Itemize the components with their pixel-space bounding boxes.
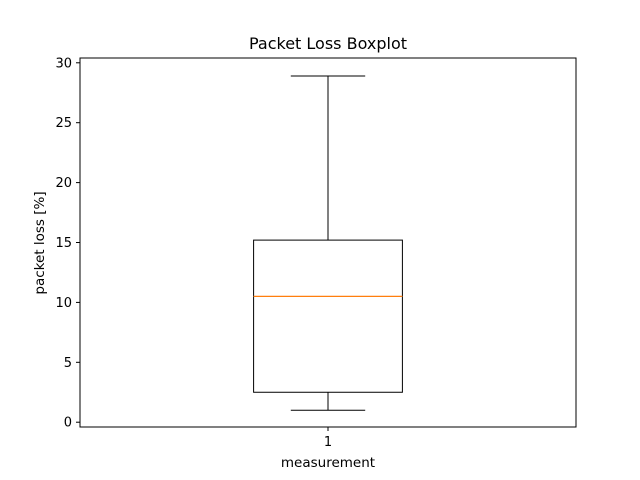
y-tick-label: 15 [55, 236, 72, 251]
y-tick-label: 0 [64, 416, 72, 431]
y-tick-label: 30 [55, 56, 72, 71]
plot-frame [79, 57, 577, 428]
box-group [253, 75, 403, 411]
y-axis-label: packet loss [%] [32, 191, 48, 294]
chart-title: Packet Loss Boxplot [249, 34, 407, 53]
y-tick-label: 25 [55, 116, 72, 131]
y-axis-ticks: 0 5 10 15 20 25 30 [55, 56, 80, 431]
y-tick-label: 10 [55, 296, 72, 311]
x-tick-label: 1 [324, 435, 332, 450]
y-tick-label: 20 [55, 176, 72, 191]
y-tick-label: 5 [64, 356, 72, 371]
iqr-box [253, 239, 403, 393]
x-axis-ticks: 1 [324, 427, 332, 450]
x-axis-label: measurement [281, 455, 375, 471]
